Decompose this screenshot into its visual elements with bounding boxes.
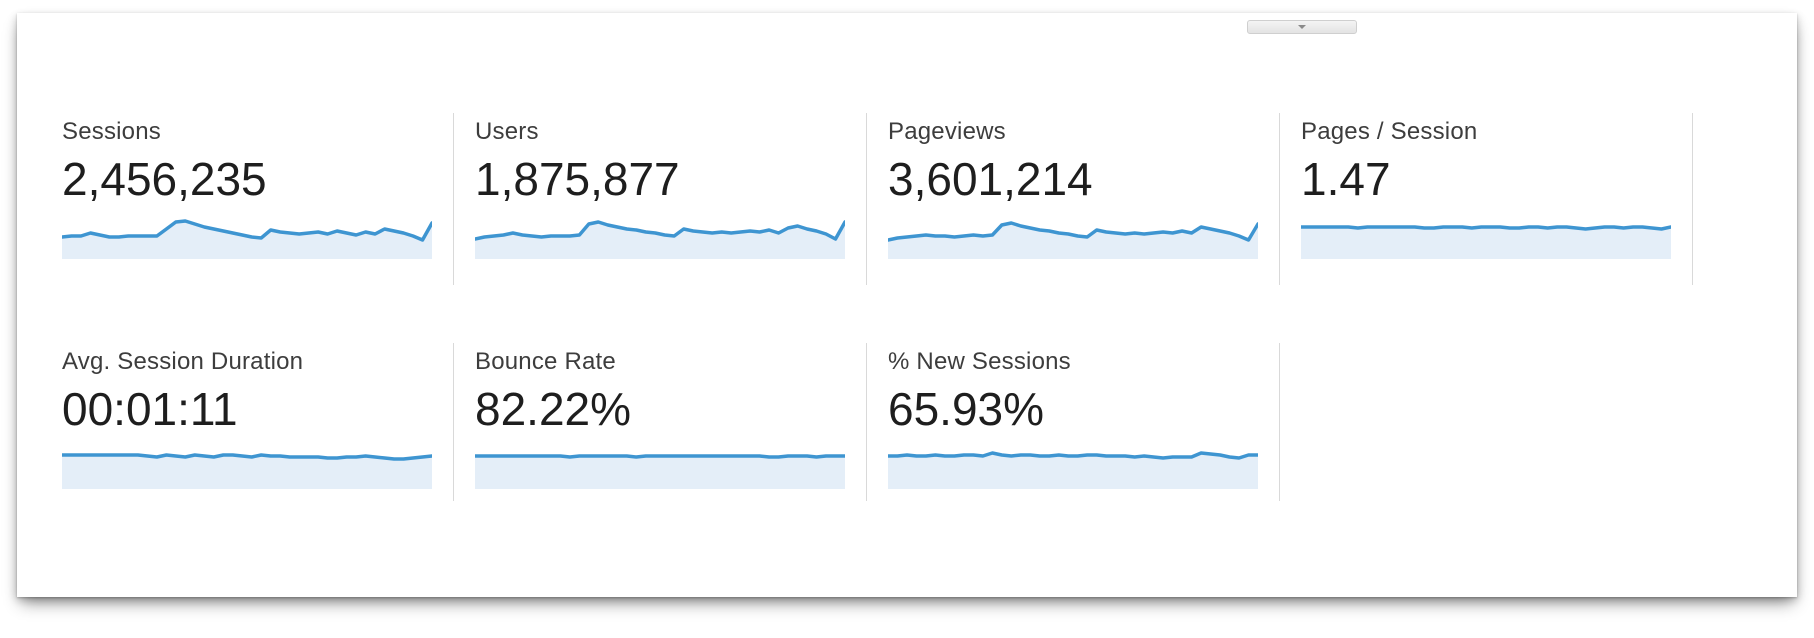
metric-card-percent-new-sessions[interactable]: % New Sessions 65.93% (867, 343, 1280, 501)
metric-value: 2,456,235 (62, 153, 267, 205)
metric-label: Pageviews (888, 118, 1006, 145)
metric-value: 00:01:11 (62, 383, 238, 435)
metric-label: Bounce Rate (475, 348, 616, 375)
sparkline-chart (475, 454, 845, 489)
metrics-grid: Sessions 2,456,235 Users 1,875,877 Pagev… (41, 113, 1693, 503)
metric-card-sessions[interactable]: Sessions 2,456,235 (41, 113, 454, 285)
sparkline-chart (62, 219, 432, 259)
metric-card-pageviews[interactable]: Pageviews 3,601,214 (867, 113, 1280, 285)
metrics-panel: Sessions 2,456,235 Users 1,875,877 Pagev… (17, 13, 1797, 597)
metric-value: 3,601,214 (888, 153, 1093, 205)
metric-card-bounce-rate[interactable]: Bounce Rate 82.22% (454, 343, 867, 501)
metric-card-avg-session-duration[interactable]: Avg. Session Duration 00:01:11 (41, 343, 454, 501)
metric-card-users[interactable]: Users 1,875,877 (454, 113, 867, 285)
chevron-down-icon (1298, 25, 1306, 29)
sparkline-chart (475, 220, 845, 259)
sparkline-chart (888, 221, 1258, 259)
metric-value: 82.22% (475, 383, 632, 435)
sparkline-chart (1301, 225, 1671, 259)
metric-label: % New Sessions (888, 348, 1071, 375)
metric-label: Pages / Session (1301, 118, 1478, 145)
metric-label: Sessions (62, 118, 161, 145)
metric-value: 1.47 (1301, 153, 1391, 205)
empty-cell (1280, 343, 1693, 501)
metric-value: 1,875,877 (475, 153, 680, 205)
metric-value: 65.93% (888, 383, 1045, 435)
sparkline-chart (888, 451, 1258, 489)
metric-card-pages-per-session[interactable]: Pages / Session 1.47 (1280, 113, 1693, 285)
collapse-panel-button[interactable] (1247, 20, 1357, 34)
sparkline-chart (62, 453, 432, 489)
metric-label: Users (475, 118, 539, 145)
metric-label: Avg. Session Duration (62, 348, 304, 375)
